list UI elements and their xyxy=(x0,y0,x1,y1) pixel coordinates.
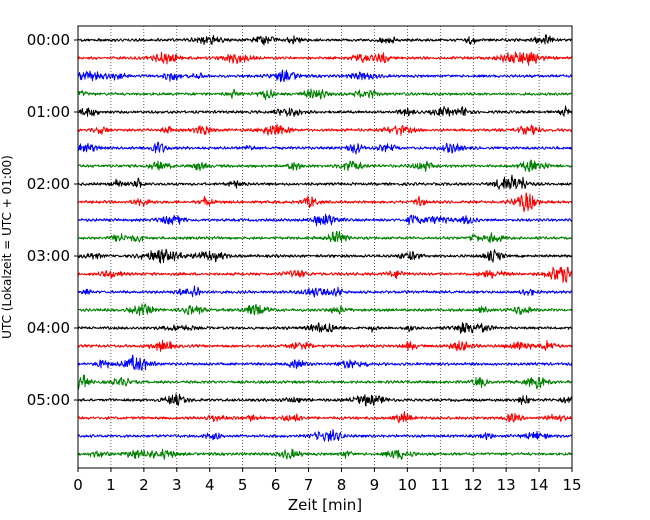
seismogram-trace xyxy=(77,285,573,298)
seismogram-trace xyxy=(77,322,573,334)
seismogram-trace xyxy=(77,354,573,371)
y-axis-ticks: 00:00 01:00 02:00 03:00 04:00 05:00 xyxy=(27,31,78,409)
x-tick-label: 4 xyxy=(205,476,215,494)
x-tick-label: 9 xyxy=(370,476,380,494)
y-tick-label: 02:00 xyxy=(27,175,70,193)
seismogram-trace xyxy=(77,374,573,390)
x-tick-label: 1 xyxy=(106,476,116,494)
x-tick-label: 0 xyxy=(73,476,83,494)
x-tick-label: 15 xyxy=(562,476,581,494)
y-tick-label: 00:00 xyxy=(27,31,70,49)
y-tick-label: 05:00 xyxy=(27,391,70,409)
seismogram-trace xyxy=(77,141,573,155)
seismogram-trace xyxy=(77,192,573,213)
seismogram-trace xyxy=(77,174,573,190)
x-tick-label: 10 xyxy=(398,476,417,494)
x-tick-label: 7 xyxy=(304,476,314,494)
seismogram-trace xyxy=(77,248,573,264)
x-tick-label: 2 xyxy=(139,476,149,494)
seismogram-trace xyxy=(77,69,573,83)
seismogram-trace xyxy=(77,230,573,244)
y-tick-label: 01:00 xyxy=(27,103,70,121)
seismogram-trace xyxy=(77,429,573,442)
plot-frame xyxy=(77,25,573,469)
x-axis-label: Zeit [min] xyxy=(288,496,362,514)
x-tick-label: 13 xyxy=(497,476,516,494)
seismogram-trace xyxy=(77,410,573,424)
seismogram-trace xyxy=(77,51,573,66)
x-axis-ticks: 0 1 2 3 4 5 6 7 8 9 10 11 12 13 14 15 xyxy=(73,468,582,494)
y-tick-label: 03:00 xyxy=(27,247,70,265)
traces xyxy=(77,34,573,460)
x-tick-label: 14 xyxy=(530,476,549,494)
seismogram-trace xyxy=(77,339,573,352)
x-tick-label: 11 xyxy=(431,476,450,494)
seismogram-trace xyxy=(77,213,573,227)
seismogram-trace xyxy=(77,448,573,460)
x-tick-label: 3 xyxy=(172,476,182,494)
seismogram-trace xyxy=(77,105,573,117)
seismogram-trace xyxy=(77,123,573,136)
seismogram-trace xyxy=(77,34,573,46)
seismogram-trace xyxy=(77,159,573,173)
seismogram-trace xyxy=(77,393,573,407)
x-tick-label: 5 xyxy=(238,476,248,494)
y-tick-label: 04:00 xyxy=(27,319,70,337)
x-tick-label: 6 xyxy=(271,476,281,494)
seismogram-trace xyxy=(77,266,573,283)
x-tick-label: 12 xyxy=(464,476,483,494)
y-axis-label: UTC (Lokalzeit = UTC + 01:00) xyxy=(0,155,14,339)
x-tick-label: 8 xyxy=(337,476,347,494)
seismogram-trace xyxy=(77,88,573,101)
plot-background xyxy=(78,26,572,468)
seismogram-trace xyxy=(77,303,573,316)
